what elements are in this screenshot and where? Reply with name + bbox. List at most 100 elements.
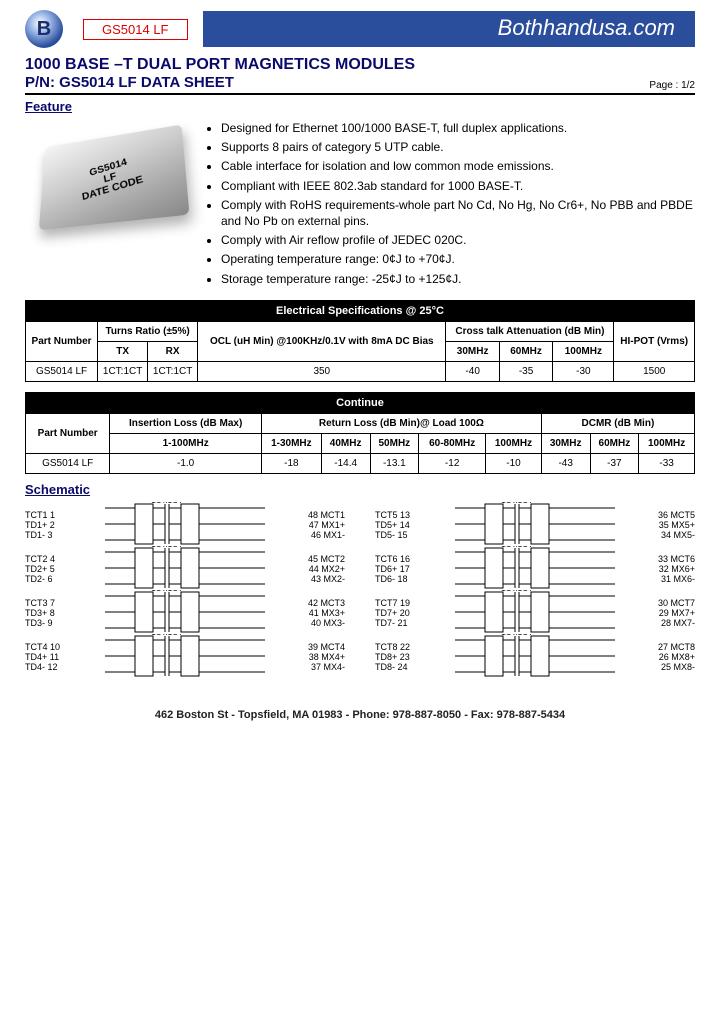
page-title: 1000 BASE –T DUAL PORT MAGNETICS MODULES (25, 56, 695, 74)
header-row: B GS5014 LF Bothhandusa.com (25, 10, 695, 48)
chip-image-icon: GS5014 LF DATE CODE (39, 125, 190, 231)
svg-text:1CT:1CT: 1CT:1CT (151, 502, 183, 505)
transformer-icon: 1CT:1CT (431, 590, 639, 634)
transformer-icon: 1CT:1CT (81, 590, 289, 634)
th: 50MHz (370, 433, 419, 453)
transformer-row: TCT8 22TD8+ 23TD8- 24 1CT:1CT 27 MCT826 … (375, 635, 695, 679)
transformer-row: TCT3 7TD3+ 8TD3- 9 1CT:1CT 42 MCT341 MX3… (25, 591, 345, 635)
th-pn: Part Number (26, 413, 110, 453)
cell: -13.1 (370, 453, 419, 473)
feature-item: Comply with RoHS requirements-whole part… (221, 197, 695, 229)
cell: GS5014 LF (26, 361, 98, 381)
cell: 1CT:1CT (148, 361, 198, 381)
schematic-col-right: TCT5 13TD5+ 14TD5- 15 1CT:1CT 36 MCT535 … (375, 503, 695, 679)
pin-labels-right: 30 MCT729 MX7+28 MX7- (639, 598, 695, 628)
feature-item: Supports 8 pairs of category 5 UTP cable… (221, 139, 695, 155)
th-pn: Part Number (26, 321, 98, 361)
footer-address: 462 Boston St - Topsfield, MA 01983 - Ph… (25, 709, 695, 721)
schematic-area: TCT1 1TD1+ 2TD1- 3 1CT:1CT 48 MCT147 MX1… (25, 503, 695, 679)
company-logo-icon: B (25, 10, 63, 48)
th-xtalk: Cross talk Attenuation (dB Min) (446, 321, 614, 341)
schematic-heading: Schematic (25, 482, 695, 497)
pin-labels-left: TCT7 19TD7+ 20TD7- 21 (375, 598, 431, 628)
subtitle: P/N: GS5014 LF DATA SHEET (25, 74, 234, 91)
th-il: Insertion Loss (dB Max) (110, 413, 262, 433)
feature-heading: Feature (25, 99, 695, 114)
transformer-icon: 1CT:1CT (81, 634, 289, 678)
cell: 350 (198, 361, 446, 381)
svg-text:1CT:1CT: 1CT:1CT (151, 546, 183, 549)
table2-title: Continue (26, 392, 695, 413)
th: 60MHz (590, 433, 639, 453)
pin-labels-right: 33 MCT632 MX6+31 MX6- (639, 554, 695, 584)
svg-text:1CT:1CT: 1CT:1CT (501, 502, 533, 505)
chip-label: GS5014 LF DATE CODE (78, 153, 144, 203)
pin-labels-right: 39 MCT438 MX4+37 MX4- (289, 642, 345, 672)
pin-labels-left: TCT1 1TD1+ 2TD1- 3 (25, 510, 81, 540)
th-rx: RX (148, 341, 198, 361)
cell: -14.4 (321, 453, 370, 473)
spec-table-2: Continue Part Number Insertion Loss (dB … (25, 392, 695, 474)
transformer-row: TCT2 4TD2+ 5TD2- 6 1CT:1CT 45 MCT244 MX2… (25, 547, 345, 591)
transformer-icon: 1CT:1CT (431, 502, 639, 546)
th-rl: Return Loss (dB Min)@ Load 100Ω (261, 413, 541, 433)
cell: -10 (486, 453, 542, 473)
table-row: GS5014 LF -1.0 -18 -14.4 -13.1 -12 -10 -… (26, 453, 695, 473)
brand-bar: Bothhandusa.com (203, 11, 696, 47)
pin-labels-right: 36 MCT535 MX5+34 MX5- (639, 510, 695, 540)
cell: GS5014 LF (26, 453, 110, 473)
cell: -40 (446, 361, 499, 381)
cell: -33 (639, 453, 695, 473)
transformer-icon: 1CT:1CT (431, 634, 639, 678)
pin-labels-right: 45 MCT244 MX2+43 MX2- (289, 554, 345, 584)
cell: -1.0 (110, 453, 262, 473)
feature-list: Designed for Ethernet 100/1000 BASE-T, f… (203, 120, 695, 290)
cell: 1500 (614, 361, 695, 381)
pin-labels-right: 27 MCT826 MX8+25 MX8- (639, 642, 695, 672)
th: 100MHz (639, 433, 695, 453)
transformer-row: TCT6 16TD6+ 17TD6- 18 1CT:1CT 33 MCT632 … (375, 547, 695, 591)
cell: -37 (590, 453, 639, 473)
svg-text:1CT:1CT: 1CT:1CT (501, 546, 533, 549)
cell: -35 (499, 361, 552, 381)
feature-block: GS5014 LF DATE CODE Designed for Etherne… (25, 120, 695, 290)
part-number-box: GS5014 LF (83, 19, 188, 40)
transformer-row: TCT5 13TD5+ 14TD5- 15 1CT:1CT 36 MCT535 … (375, 503, 695, 547)
th-turns: Turns Ratio (±5%) (98, 321, 198, 341)
feature-item: Cable interface for isolation and low co… (221, 158, 695, 174)
feature-item: Designed for Ethernet 100/1000 BASE-T, f… (221, 120, 695, 136)
th-c100: 100MHz (553, 341, 614, 361)
feature-item: Operating temperature range: 0¢J to +70¢… (221, 251, 695, 267)
transformer-icon: 1CT:1CT (431, 546, 639, 590)
th: 60-80MHz (419, 433, 486, 453)
table1-title: Electrical Specifications @ 25°C (26, 300, 695, 321)
datasheet-page: B GS5014 LF Bothhandusa.com 1000 BASE –T… (0, 0, 720, 736)
transformer-icon: 1CT:1CT (81, 546, 289, 590)
cell: -43 (541, 453, 590, 473)
th: 1-30MHz (261, 433, 321, 453)
pin-labels-right: 42 MCT341 MX3+40 MX3- (289, 598, 345, 628)
cell: -12 (419, 453, 486, 473)
th: 30MHz (541, 433, 590, 453)
transformer-row: TCT4 10TD4+ 11TD4- 12 1CT:1CT 39 MCT438 … (25, 635, 345, 679)
schematic-col-left: TCT1 1TD1+ 2TD1- 3 1CT:1CT 48 MCT147 MX1… (25, 503, 345, 679)
svg-text:1CT:1CT: 1CT:1CT (151, 634, 183, 637)
th: 100MHz (486, 433, 542, 453)
pin-labels-left: TCT6 16TD6+ 17TD6- 18 (375, 554, 431, 584)
pin-labels-right: 48 MCT147 MX1+46 MX1- (289, 510, 345, 540)
cell: -30 (553, 361, 614, 381)
th-ocl: OCL (uH Min) @100KHz/0.1V with 8mA DC Bi… (198, 321, 446, 361)
pin-labels-left: TCT5 13TD5+ 14TD5- 15 (375, 510, 431, 540)
th-c60: 60MHz (499, 341, 552, 361)
transformer-row: TCT7 19TD7+ 20TD7- 21 1CT:1CT 30 MCT729 … (375, 591, 695, 635)
th-c30: 30MHz (446, 341, 499, 361)
svg-text:1CT:1CT: 1CT:1CT (501, 634, 533, 637)
page-number: Page : 1/2 (649, 80, 695, 91)
pin-labels-left: TCT4 10TD4+ 11TD4- 12 (25, 642, 81, 672)
feature-item: Comply with Air reflow profile of JEDEC … (221, 232, 695, 248)
pin-labels-left: TCT3 7TD3+ 8TD3- 9 (25, 598, 81, 628)
feature-item: Storage temperature range: -25¢J to +125… (221, 271, 695, 287)
th: 1-100MHz (110, 433, 262, 453)
transformer-row: TCT1 1TD1+ 2TD1- 3 1CT:1CT 48 MCT147 MX1… (25, 503, 345, 547)
subtitle-row: P/N: GS5014 LF DATA SHEET Page : 1/2 (25, 74, 695, 95)
